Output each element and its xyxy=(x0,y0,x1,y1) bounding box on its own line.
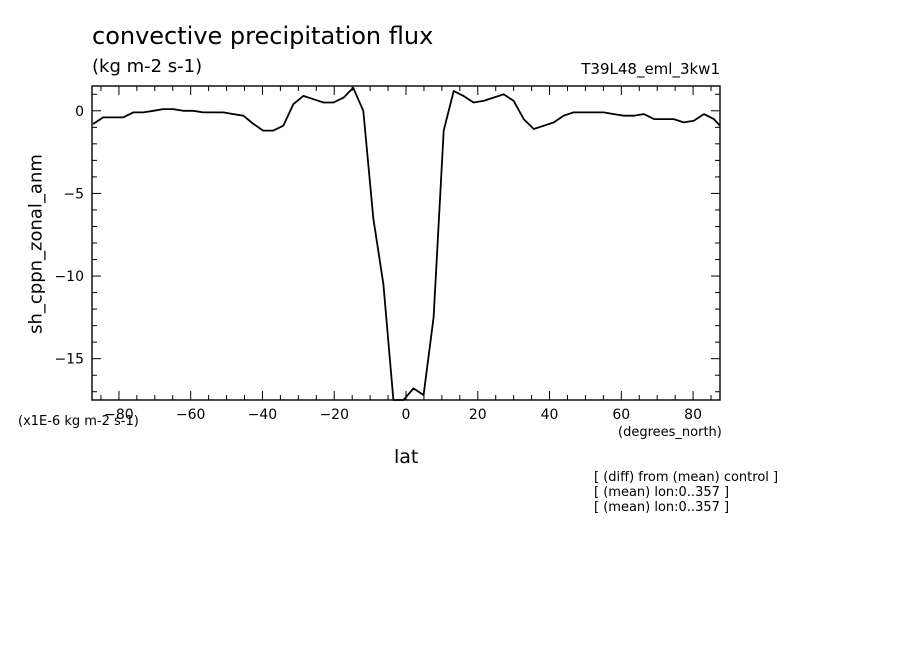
note-line: [ (diff) from (mean) control ] xyxy=(594,470,779,485)
axis-ticks xyxy=(92,86,720,400)
series-line xyxy=(92,86,721,401)
y-tick-label: −15 xyxy=(54,352,84,368)
annotation-notes: [ (diff) from (mean) control ] [ (mean) … xyxy=(594,470,778,515)
note-line: [ (mean) lon:0..357 ] xyxy=(594,485,730,500)
x-axis-units: (degrees_north) xyxy=(618,425,722,440)
tick-labels: −80 −60 −40 −20 0 20 40 60 80 0 −5 −10 −15 xyxy=(54,104,702,423)
x-tick-label: 20 xyxy=(469,407,487,423)
x-tick-label: 40 xyxy=(541,407,559,423)
x-tick-label: 80 xyxy=(684,407,702,423)
x-tick-label: −60 xyxy=(176,407,206,423)
y-tick-label: 0 xyxy=(75,104,84,120)
x-tick-label: −40 xyxy=(248,407,278,423)
x-axis-label: lat xyxy=(394,446,419,468)
x-tick-label: −20 xyxy=(319,407,349,423)
y-axis-units: (x1E-6 kg m-2 s-1) xyxy=(18,414,139,429)
y-tick-label: −5 xyxy=(63,186,84,202)
x-tick-label: 0 xyxy=(402,407,411,423)
x-tick-label: −80 xyxy=(104,407,134,423)
plot-frame xyxy=(91,85,721,401)
y-tick-label: −10 xyxy=(54,269,84,285)
y-axis-label: sh_cppn_zonal_anm xyxy=(25,154,47,334)
x-tick-label: 60 xyxy=(612,407,630,423)
chart-title: convective precipitation flux xyxy=(92,22,434,50)
note-line: [ (mean) lon:0..357 ] xyxy=(594,500,730,515)
run-label: T39L48_eml_3kw1 xyxy=(581,60,720,78)
chart-subtitle: (kg m-2 s-1) xyxy=(92,56,203,77)
